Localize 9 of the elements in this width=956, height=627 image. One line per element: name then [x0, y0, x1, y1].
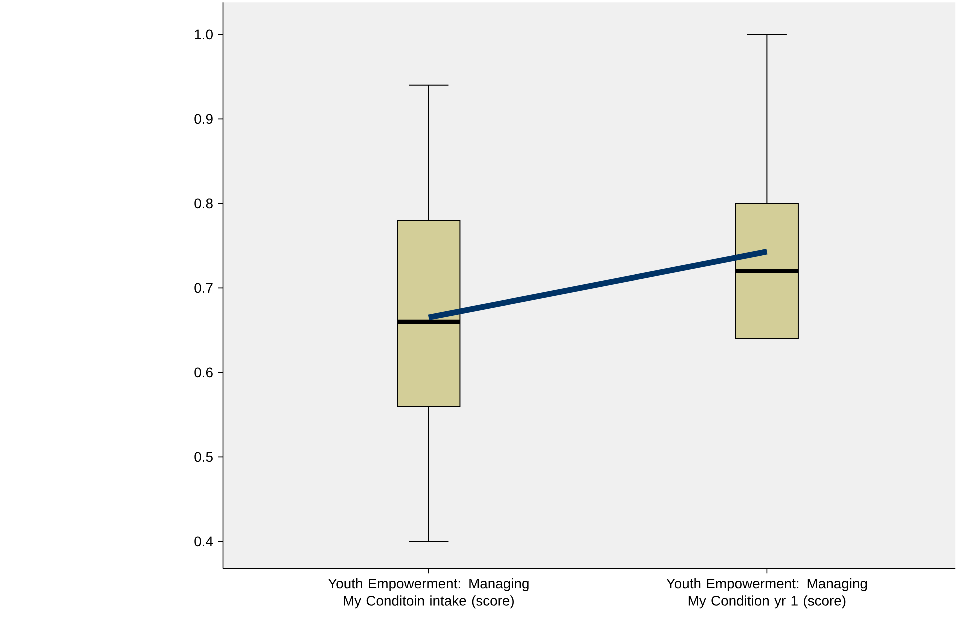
y-tick-label: 0.7: [194, 283, 213, 294]
y-tick-label: 0.4: [194, 536, 214, 547]
y-tick-label: 0.8: [194, 198, 213, 209]
y-tick-label: 1.0: [195, 30, 213, 40]
x-tick-label: Youth Empowerment: Managing My Conditoin intake (score): [328, 578, 529, 609]
y-tick-label: 0.9: [194, 114, 213, 124]
y-tick-label: 0.5: [194, 452, 213, 462]
x-tick-label: Youth Empowerment: Managing My Condition yr 1 (score): [666, 578, 868, 609]
y-tick-label: 0.6: [194, 368, 213, 378]
